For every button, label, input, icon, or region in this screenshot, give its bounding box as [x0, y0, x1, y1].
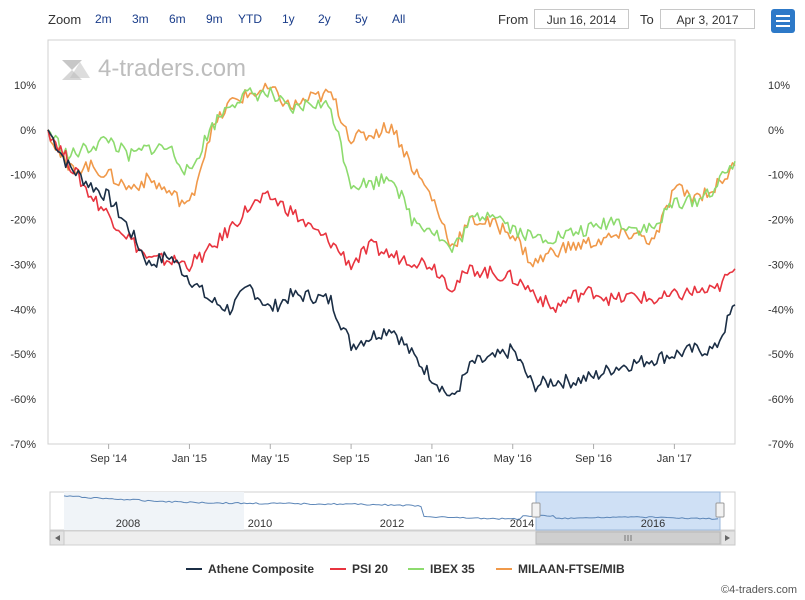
y-tick-label-left: -40%: [10, 304, 36, 316]
plot-border: [47, 39, 736, 445]
zoom-2y-button[interactable]: 2y: [318, 12, 331, 26]
series-line-mib: [47, 82, 736, 268]
x-tick-label: May '16: [494, 453, 532, 465]
y-tick-label-right: -30%: [768, 259, 794, 271]
zoom-2m-button[interactable]: 2m: [95, 12, 112, 26]
series-line-athene: [47, 129, 736, 397]
from-label: From: [498, 12, 529, 27]
to-date-input[interactable]: Apr 3, 2017: [660, 9, 755, 29]
from-date-input[interactable]: Jun 16, 2014: [534, 9, 629, 29]
y-tick-label-left: -60%: [10, 394, 36, 406]
navigator-year-label: 2014: [510, 518, 534, 530]
navigator-year-label: 2016: [641, 518, 665, 530]
y-tick-label-right: 10%: [768, 80, 790, 92]
navigator-handle-right[interactable]: [715, 502, 725, 518]
legend-item-ibex[interactable]: IBEX 35: [408, 562, 475, 576]
y-tick-label-left: -50%: [10, 349, 36, 361]
x-tick-label: Jan '16: [414, 453, 449, 465]
legend: Athene Composite PSI 20 IBEX 35 MILAAN-F…: [0, 560, 805, 580]
legend-item-mib[interactable]: MILAAN-FTSE/MIB: [496, 562, 625, 576]
copyright: ©4-traders.com: [721, 584, 797, 596]
grid-lines: [47, 39, 736, 445]
navigator-band: [64, 492, 244, 530]
y-tick-label-right: -20%: [768, 215, 794, 227]
zoom-9m-button[interactable]: 9m: [206, 12, 223, 26]
navigator-year-label: 2008: [116, 518, 140, 530]
navigator-year-label: 2012: [380, 518, 404, 530]
hamburger-menu-icon[interactable]: [771, 9, 795, 33]
legend-item-athene[interactable]: Athene Composite: [186, 562, 314, 576]
x-tick-label: Jan '17: [657, 453, 692, 465]
y-tick-label-left: 0%: [20, 125, 36, 137]
series-line-ibex: [47, 86, 736, 253]
zoom-1y-button[interactable]: 1y: [282, 12, 295, 26]
x-tick-label: May '15: [251, 453, 289, 465]
navigator-selection[interactable]: [535, 491, 721, 531]
legend-item-psi20[interactable]: PSI 20: [330, 562, 388, 576]
y-tick-label-right: 0%: [768, 125, 784, 137]
to-label: To: [640, 12, 654, 27]
zoom-6m-button[interactable]: 6m: [169, 12, 186, 26]
x-tick-label: Sep '14: [90, 453, 127, 465]
y-tick-label-left: -70%: [10, 439, 36, 451]
y-tick-label-right: -50%: [768, 349, 794, 361]
legend-swatch-psi20: [330, 567, 346, 570]
x-tick-label: Sep '15: [333, 453, 370, 465]
navigator-handle-left[interactable]: [531, 502, 541, 518]
y-tick-label-left: 10%: [14, 80, 36, 92]
zoom-3m-button[interactable]: 3m: [132, 12, 149, 26]
series-line-psi20: [47, 129, 736, 314]
x-tick-label: Jan '15: [172, 453, 207, 465]
scroll-right-arrow-icon: [725, 535, 730, 541]
y-axis-left: 10% 0% -10% -20% -30% -40% -50% -60% -70%: [10, 80, 36, 451]
legend-swatch-ibex: [408, 567, 424, 570]
legend-label-athene: Athene Composite: [208, 562, 315, 576]
zoom-5y-button[interactable]: 5y: [355, 12, 368, 26]
y-tick-label-right: -70%: [768, 439, 794, 451]
zoom-label: Zoom: [48, 12, 82, 27]
legend-label-ibex: IBEX 35: [430, 562, 475, 576]
legend-swatch-athene: [186, 567, 202, 570]
navigator-series-line: [63, 495, 719, 521]
x-tick-label: Sep '16: [575, 453, 612, 465]
legend-swatch-mib: [496, 567, 512, 570]
y-axis-right: 10% 0% -10% -20% -30% -40% -50% -60% -70%: [768, 80, 794, 451]
y-tick-label-right: -40%: [768, 304, 794, 316]
legend-label-psi20: PSI 20: [352, 562, 389, 576]
watermark-text: 4-traders.com: [98, 55, 246, 82]
legend-label-mib: MILAAN-FTSE/MIB: [518, 562, 625, 576]
y-tick-label-left: -20%: [10, 215, 36, 227]
y-tick-label-left: -10%: [10, 170, 36, 182]
watermark-logo: 4-traders.com: [62, 55, 246, 82]
scroll-left-arrow-icon: [55, 535, 60, 541]
navigator[interactable]: 2008 2010 2012 2014 2016: [49, 491, 736, 546]
y-tick-label-right: -60%: [768, 394, 794, 406]
y-tick-label-right: -10%: [768, 170, 794, 182]
zoom-all-button[interactable]: All: [392, 12, 406, 26]
range-toolbar: Zoom 2m 3m 6m 9m YTD 1y 2y 5y All From J…: [0, 0, 805, 38]
y-tick-label-left: -30%: [10, 259, 36, 271]
x-axis: Sep '14 Jan '15 May '15 Sep '15 Jan '16 May '…: [90, 444, 692, 465]
series-group: [47, 82, 736, 397]
navigator-year-label: 2010: [248, 518, 272, 530]
zoom-ytd-button[interactable]: YTD: [238, 12, 262, 26]
